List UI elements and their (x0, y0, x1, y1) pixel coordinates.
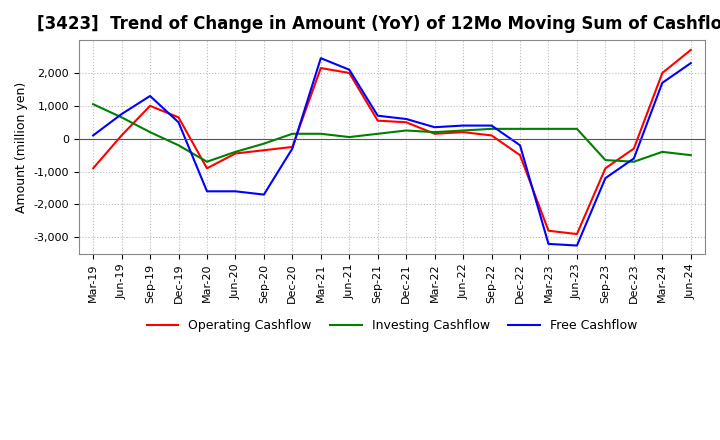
Operating Cashflow (317, 66, 325, 71)
Investing Cashflow (431, 129, 439, 135)
Operating Cashflow (89, 165, 97, 171)
Investing Cashflow (516, 126, 524, 132)
Free Cashflow (402, 116, 410, 121)
Investing Cashflow (174, 143, 183, 148)
Free Cashflow (89, 133, 97, 138)
Operating Cashflow (231, 151, 240, 156)
Operating Cashflow (544, 228, 553, 233)
Y-axis label: Amount (million yen): Amount (million yen) (15, 81, 28, 213)
Free Cashflow (431, 125, 439, 130)
Operating Cashflow (345, 70, 354, 76)
Operating Cashflow (288, 144, 297, 150)
Free Cashflow (317, 55, 325, 61)
Investing Cashflow (145, 129, 154, 135)
Free Cashflow (572, 243, 581, 248)
Free Cashflow (544, 241, 553, 246)
Free Cashflow (629, 156, 638, 161)
Operating Cashflow (174, 115, 183, 120)
Line: Free Cashflow: Free Cashflow (93, 58, 690, 246)
Free Cashflow (288, 146, 297, 151)
Investing Cashflow (601, 158, 610, 163)
Operating Cashflow (686, 48, 695, 53)
Operating Cashflow (601, 165, 610, 171)
Title: [3423]  Trend of Change in Amount (YoY) of 12Mo Moving Sum of Cashflows: [3423] Trend of Change in Amount (YoY) o… (37, 15, 720, 33)
Investing Cashflow (374, 131, 382, 136)
Free Cashflow (231, 189, 240, 194)
Operating Cashflow (260, 147, 269, 153)
Investing Cashflow (231, 149, 240, 154)
Operating Cashflow (487, 133, 496, 138)
Investing Cashflow (629, 159, 638, 165)
Investing Cashflow (487, 126, 496, 132)
Operating Cashflow (431, 131, 439, 136)
Operating Cashflow (202, 165, 211, 171)
Investing Cashflow (317, 131, 325, 136)
Free Cashflow (345, 67, 354, 72)
Free Cashflow (686, 60, 695, 66)
Free Cashflow (601, 176, 610, 181)
Free Cashflow (487, 123, 496, 128)
Investing Cashflow (89, 102, 97, 107)
Free Cashflow (658, 80, 667, 85)
Free Cashflow (145, 93, 154, 99)
Line: Operating Cashflow: Operating Cashflow (93, 50, 690, 234)
Investing Cashflow (402, 128, 410, 133)
Operating Cashflow (459, 129, 467, 135)
Investing Cashflow (544, 126, 553, 132)
Investing Cashflow (117, 115, 126, 120)
Investing Cashflow (288, 131, 297, 136)
Operating Cashflow (572, 231, 581, 237)
Operating Cashflow (117, 133, 126, 138)
Investing Cashflow (202, 159, 211, 165)
Operating Cashflow (516, 153, 524, 158)
Free Cashflow (374, 113, 382, 118)
Operating Cashflow (374, 118, 382, 123)
Free Cashflow (202, 189, 211, 194)
Operating Cashflow (145, 103, 154, 109)
Legend: Operating Cashflow, Investing Cashflow, Free Cashflow: Operating Cashflow, Investing Cashflow, … (142, 314, 642, 337)
Free Cashflow (260, 192, 269, 197)
Investing Cashflow (686, 153, 695, 158)
Operating Cashflow (629, 146, 638, 151)
Investing Cashflow (459, 128, 467, 133)
Free Cashflow (516, 143, 524, 148)
Free Cashflow (459, 123, 467, 128)
Free Cashflow (117, 111, 126, 117)
Investing Cashflow (658, 149, 667, 154)
Investing Cashflow (572, 126, 581, 132)
Investing Cashflow (345, 135, 354, 140)
Operating Cashflow (402, 120, 410, 125)
Free Cashflow (174, 120, 183, 125)
Operating Cashflow (658, 70, 667, 76)
Line: Investing Cashflow: Investing Cashflow (93, 104, 690, 162)
Investing Cashflow (260, 141, 269, 146)
